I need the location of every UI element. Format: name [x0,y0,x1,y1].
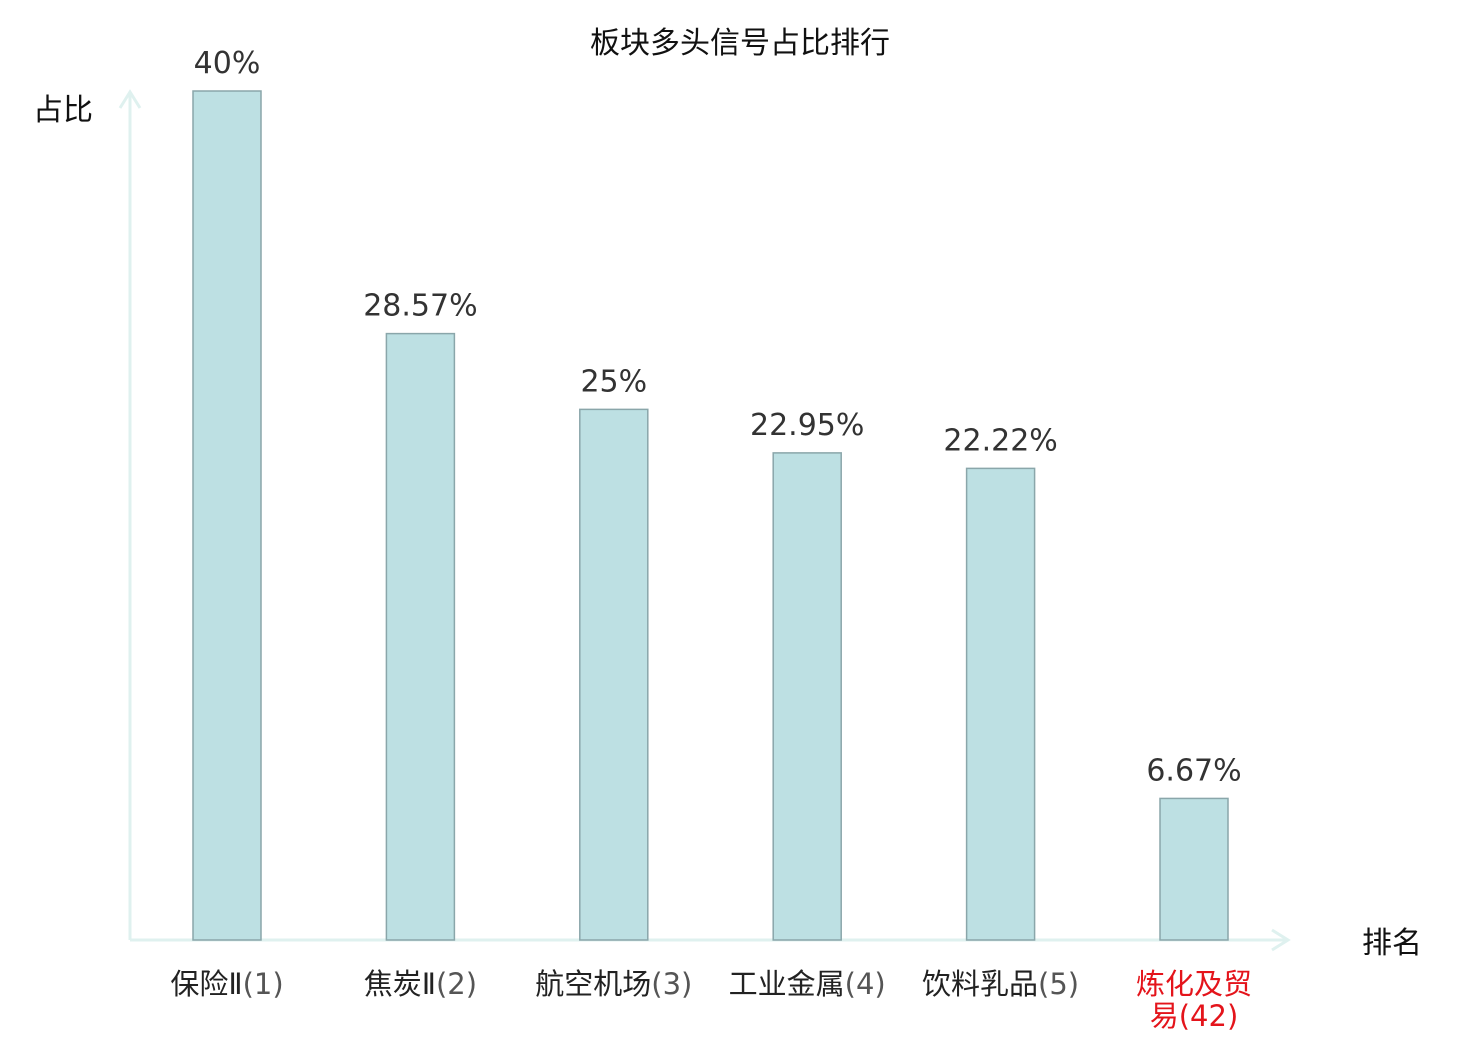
category-name: 饮料乳品 [922,967,1038,1001]
y-axis-label: 占比 [33,93,93,128]
value-label: 22.22% [943,423,1057,458]
category-label: 焦炭Ⅱ(2) [364,967,477,1001]
bar [965,467,1036,941]
y-axis-arrow [118,89,142,109]
category-label: 保险Ⅱ(1) [170,967,283,1001]
value-label: 40% [194,46,261,81]
category-name: 航空机场 [535,967,651,1001]
category-name: 炼化及贸 [1136,967,1252,1001]
bars-group [192,90,1229,941]
value-label: 6.67% [1146,753,1241,788]
chart-title: 板块多头信号占比排行 [590,26,890,61]
category-name: 焦炭Ⅱ [364,967,436,1001]
bar [772,452,842,941]
value-label: 25% [580,364,647,399]
bar [1159,797,1229,941]
bar [579,408,649,941]
category-label: 炼化及贸易(42) [1136,967,1252,1033]
category-label: 航空机场(3) [535,967,692,1001]
axes [118,89,1291,952]
value-label: 22.95% [750,408,864,443]
category-labels-group: 保险Ⅱ(1) 焦炭Ⅱ(2) 航空机场(3) 工业金属(4) 饮料乳品(5) 炼化及贸易(4… [170,967,1252,1033]
category-rank: (5) [1038,967,1079,1001]
value-labels-group: 40% 28.57% 25% 22.95% 22.22% 6.67% [194,46,1242,788]
bar [385,332,456,941]
x-axis-arrow [1271,928,1291,952]
category-rank: (3) [651,967,692,1001]
category-label-line2: 易 [1150,999,1179,1033]
category-rank: (2) [436,967,477,1001]
category-name: 工业金属 [729,967,845,1001]
x-axis-label: 排名 [1362,926,1422,961]
category-rank: (4) [845,967,886,1001]
category-rank: (42) [1179,999,1239,1033]
category-label: 工业金属(4) [729,967,886,1001]
category-label: 饮料乳品(5) [922,967,1079,1001]
category-rank: (1) [243,967,284,1001]
category-name: 保险Ⅱ [170,967,242,1001]
value-label: 28.57% [363,289,477,324]
bar [192,90,262,941]
